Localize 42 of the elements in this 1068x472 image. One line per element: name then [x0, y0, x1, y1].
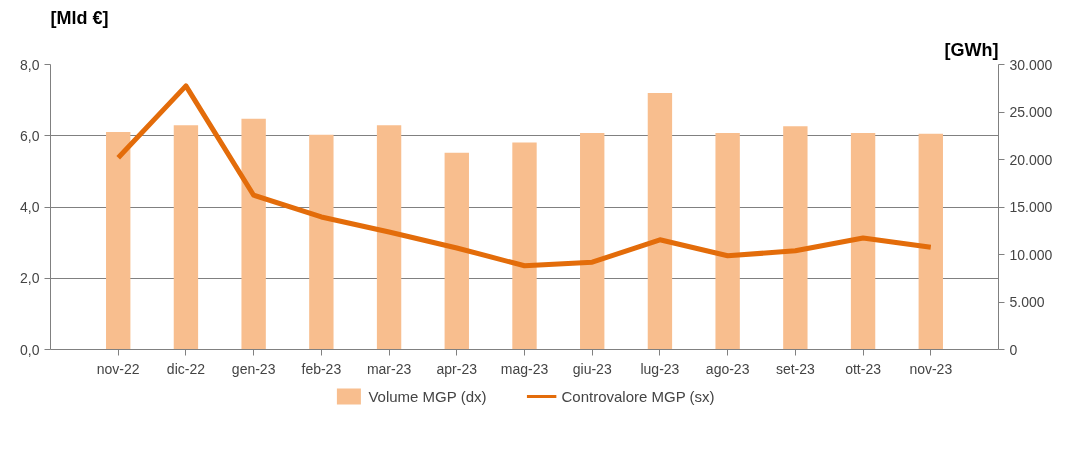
bar [512, 142, 537, 350]
y2-tick-label: 30.000 [1009, 56, 1053, 73]
y-tick-label: 0,0 [20, 341, 40, 358]
x-tick-label: mag-23 [500, 360, 549, 377]
x-tick-label: nov-22 [96, 360, 140, 377]
bar [715, 132, 740, 350]
y2-tick-label: 25.000 [1009, 104, 1053, 120]
y-tick-label: 8,0 [20, 56, 40, 73]
bar [173, 125, 199, 350]
x-tick-label: ago-23 [705, 360, 750, 377]
y-tick-label: 4,0 [20, 199, 40, 215]
y-axis-title: [Mld €] [50, 7, 109, 28]
y2-tick-label: 0 [1009, 341, 1018, 358]
bar [850, 132, 876, 350]
x-tick-label: mar-23 [366, 360, 412, 377]
bar [241, 118, 266, 350]
bar [918, 133, 943, 350]
bar [647, 93, 673, 350]
y2-tick-label: 20.000 [1009, 151, 1053, 168]
x-tick-label: set-23 [775, 360, 816, 377]
y2-tick-label: 15.000 [1009, 199, 1053, 215]
bar [580, 132, 605, 350]
y2-tick-label: 5.000 [1009, 294, 1045, 310]
x-tick-label: feb-23 [301, 360, 342, 377]
x-tick-label: lug-23 [640, 360, 680, 377]
x-tick-label: apr-23 [436, 360, 478, 377]
y2-axis-title: [GWh] [944, 39, 999, 60]
x-tick-label: ott-23 [845, 360, 882, 377]
legend-label: Controvalore MGP (sx) [561, 387, 715, 405]
bar [376, 125, 402, 350]
bar [444, 152, 469, 350]
bar [783, 126, 808, 350]
y-tick-label: 6,0 [20, 127, 40, 144]
x-tick-label: gen-23 [231, 360, 276, 377]
legend-label: Volume MGP (dx) [368, 387, 487, 405]
bar [106, 131, 131, 350]
y2-tick-label: 10.000 [1009, 246, 1053, 263]
bar [309, 134, 334, 350]
x-tick-label: dic-22 [166, 360, 206, 377]
y-tick-label: 2,0 [20, 270, 40, 287]
x-tick-label: nov-23 [909, 360, 953, 377]
x-tick-label: giu-23 [572, 360, 612, 377]
